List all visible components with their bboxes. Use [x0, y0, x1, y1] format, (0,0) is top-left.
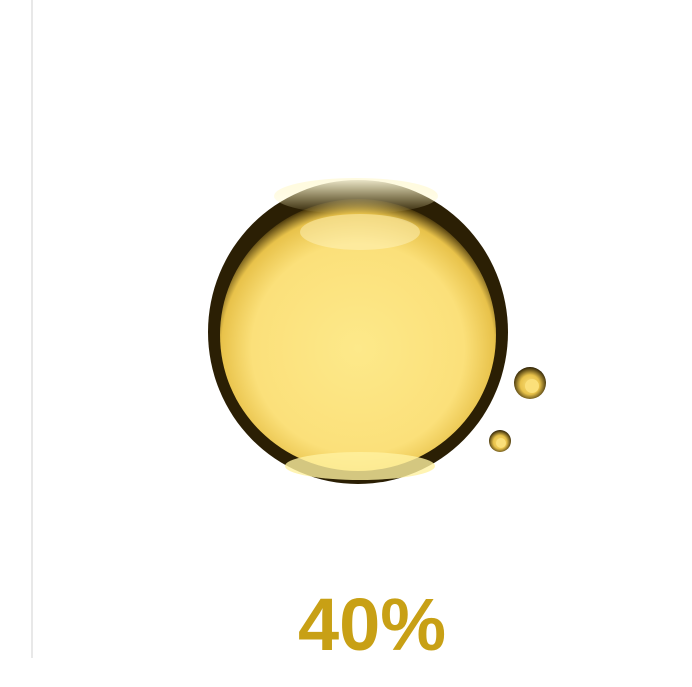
- droplet-core: [525, 379, 539, 393]
- oil-drop-card: 40%: [0, 0, 692, 687]
- droplet-core: [496, 438, 506, 448]
- stat-label: 40%: [298, 583, 446, 666]
- drop-bottom-glow: [285, 452, 435, 480]
- page: {"stat": {"label": "40%"}} 40% (() => {: [0, 0, 692, 687]
- drop-highlight: [274, 178, 438, 214]
- oil-drop: [208, 178, 546, 484]
- drop-reflection: [300, 214, 420, 250]
